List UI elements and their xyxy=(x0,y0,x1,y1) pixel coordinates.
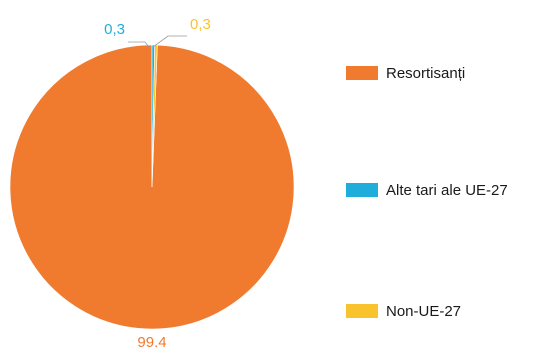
legend-item-resortisanti: Resortisanți xyxy=(346,64,465,82)
legend-item-non-ue: Non-UE-27 xyxy=(346,302,461,320)
legend-item-alte-tari: Alte tari ale UE-27 xyxy=(346,181,508,199)
leader-line-non-ue-27 xyxy=(152,35,187,48)
legend-swatch-non-ue xyxy=(346,304,378,318)
data-label-resortisant-i: 99.4 xyxy=(137,334,166,351)
data-label-alte-tari-ale-ue-27: 0,3 xyxy=(104,21,125,38)
legend-swatch-alte-tari xyxy=(346,183,378,197)
data-labels: 99.4 0,3 0,3 xyxy=(104,16,211,351)
legend-label-alte-tari: Alte tari ale UE-27 xyxy=(386,181,508,199)
legend-label-non-ue: Non-UE-27 xyxy=(386,302,462,320)
legend-swatch-resortisanti xyxy=(346,66,378,80)
leader-lines xyxy=(128,35,187,48)
data-label-non-ue-27: 0,3 xyxy=(190,16,211,33)
pie-slices xyxy=(9,44,295,330)
leader-line-alte-tari-ale-ue-27 xyxy=(128,41,150,48)
legend-label-resortisanti: Resortisanți xyxy=(386,64,466,82)
